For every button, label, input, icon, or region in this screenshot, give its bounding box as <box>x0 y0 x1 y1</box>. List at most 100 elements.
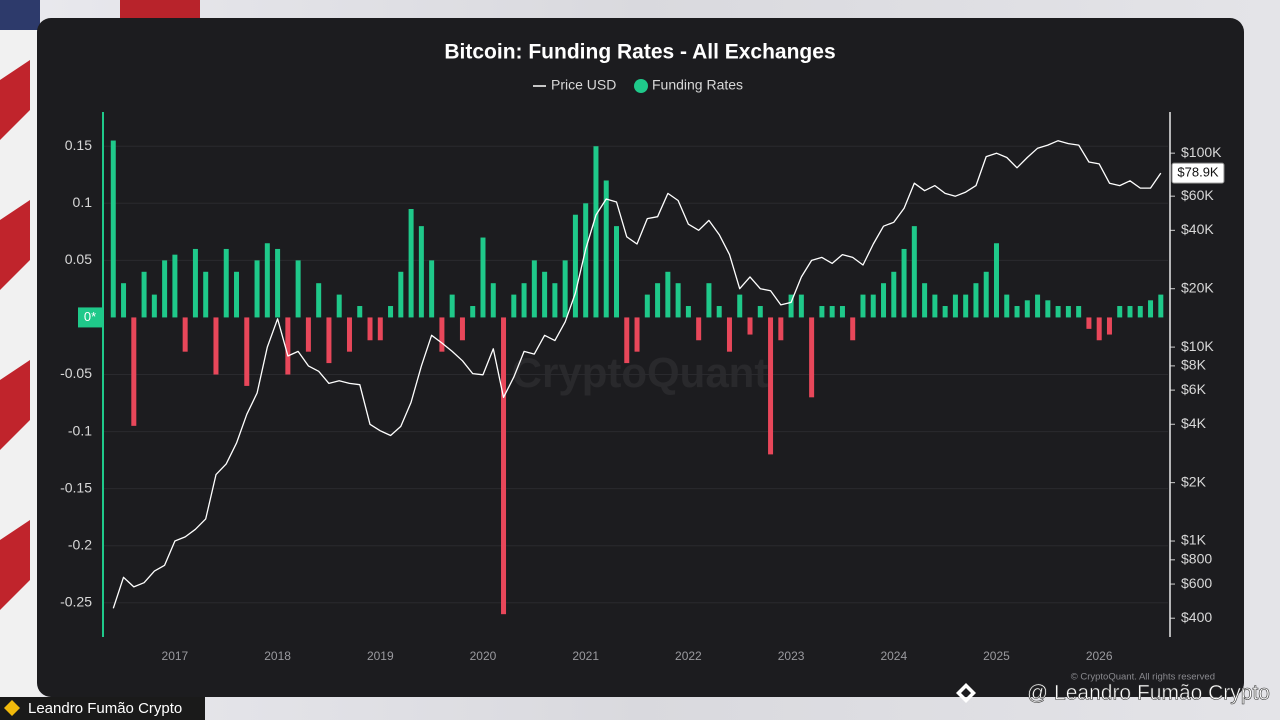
funding-bar <box>511 294 517 318</box>
funding-bar <box>172 254 178 318</box>
funding-bar <box>922 283 928 318</box>
handle: @ Leandro Fumão Crypto <box>1027 682 1270 705</box>
funding-bar <box>675 283 681 318</box>
funding-bar <box>737 294 743 318</box>
funding-bar <box>614 226 620 318</box>
funding-bar <box>336 294 342 318</box>
funding-bar <box>572 214 578 318</box>
flag-stripes <box>0 60 30 610</box>
y2-tick-label: $400 <box>1181 609 1212 625</box>
x-tick-label: 2019 <box>367 649 394 663</box>
channel-icon <box>4 700 20 716</box>
funding-bar <box>1096 317 1102 341</box>
x-tick-label: 2023 <box>778 649 805 663</box>
x-tick-label: 2026 <box>1086 649 1113 663</box>
y-tick-label: 0.05 <box>65 251 92 267</box>
funding-bar <box>182 317 188 352</box>
funding-bar <box>829 306 835 318</box>
y-tick-label: -0.15 <box>60 479 92 495</box>
funding-bar <box>901 248 907 318</box>
funding-bar <box>275 248 281 318</box>
funding-bar <box>665 271 671 318</box>
funding-bar <box>418 226 424 318</box>
funding-bar <box>952 294 958 318</box>
funding-bar <box>459 317 465 341</box>
funding-bar <box>203 271 209 318</box>
funding-bar <box>850 317 856 341</box>
funding-bar <box>110 140 116 318</box>
copyright: © CryptoQuant. All rights reserved <box>1071 672 1215 683</box>
funding-bar <box>264 243 270 318</box>
funding-bar <box>162 260 168 318</box>
funding-bar <box>644 294 650 318</box>
funding-bar <box>1137 306 1143 318</box>
y2-tick-label: $800 <box>1181 551 1212 567</box>
funding-bar <box>254 260 260 318</box>
funding-bar <box>983 271 989 318</box>
x-tick-label: 2020 <box>470 649 497 663</box>
funding-bar <box>521 283 527 318</box>
funding-bar <box>716 306 722 318</box>
funding-bar <box>346 317 352 352</box>
funding-bar <box>295 260 301 318</box>
price-marker-label: $78.9K <box>1177 165 1219 180</box>
funding-bar <box>470 306 476 318</box>
funding-bar <box>552 283 558 318</box>
funding-bar <box>891 271 897 318</box>
funding-bar <box>501 317 507 615</box>
funding-bar <box>1055 306 1061 318</box>
funding-bar <box>860 294 866 318</box>
funding-bar <box>870 294 876 318</box>
crosshair-box <box>78 307 102 328</box>
chart-card <box>37 18 1244 697</box>
funding-bar <box>244 317 250 386</box>
funding-bar <box>531 260 537 318</box>
funding-bar <box>778 317 784 341</box>
funding-bar <box>316 283 322 318</box>
funding-bar <box>1024 300 1030 318</box>
funding-bar <box>429 260 435 318</box>
funding-bar <box>603 180 609 318</box>
funding-bar <box>326 317 332 364</box>
funding-bar <box>1076 306 1082 318</box>
watermark: CryptoQuant <box>512 349 769 396</box>
funding-bar <box>1045 300 1051 318</box>
price-marker-box <box>1171 162 1225 184</box>
funding-bar <box>285 317 291 375</box>
y2-tick-label: $1K <box>1181 532 1207 548</box>
funding-bar <box>726 317 732 352</box>
funding-bar <box>973 283 979 318</box>
channel-box <box>0 697 205 720</box>
y2-tick-label: $6K <box>1181 381 1207 397</box>
y-tick-label: 0.15 <box>65 137 92 153</box>
y2-tick-label: $60K <box>1181 187 1214 203</box>
funding-bar <box>706 283 712 318</box>
funding-bar <box>480 237 486 318</box>
x-tick-label: 2022 <box>675 649 702 663</box>
flag-canton <box>0 0 40 30</box>
price-line <box>112 140 1162 609</box>
x-tick-label: 2018 <box>264 649 291 663</box>
legend-label: Price USD <box>551 77 616 93</box>
funding-bar <box>583 203 589 318</box>
funding-bar <box>634 317 640 352</box>
y2-tick-label: $600 <box>1181 575 1212 591</box>
funding-bar <box>449 294 455 318</box>
flag-top <box>120 0 200 18</box>
y-tick-label: -0.2 <box>68 536 92 552</box>
funding-bar <box>1086 317 1092 329</box>
channel-name: Leandro Fumão Crypto <box>28 700 182 717</box>
funding-bar <box>388 306 394 318</box>
y2-tick-label: $8K <box>1181 357 1207 373</box>
funding-bar <box>141 271 147 318</box>
funding-bar <box>809 317 815 398</box>
y-tick-label: -0.05 <box>60 365 92 381</box>
funding-bar <box>757 306 763 318</box>
y2-tick-label: $10K <box>1181 338 1214 354</box>
funding-bar <box>357 306 363 318</box>
funding-bar <box>1035 294 1041 318</box>
funding-bar <box>1106 317 1112 335</box>
x-tick-label: 2024 <box>880 649 907 663</box>
